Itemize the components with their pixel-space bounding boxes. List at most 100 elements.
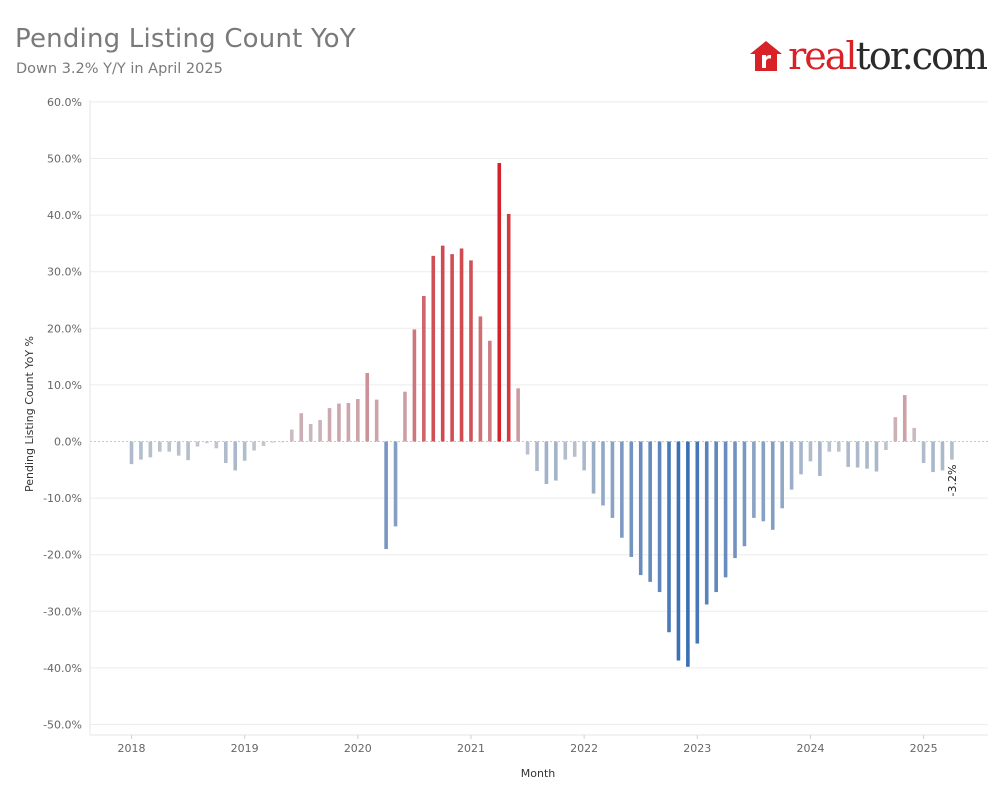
bar-2021-12[interactable]: [572, 441, 577, 457]
bar-2024-06[interactable]: [855, 441, 860, 468]
bar-2018-01[interactable]: [129, 441, 134, 465]
bar-2023-09[interactable]: [770, 441, 775, 530]
y-tick-label: 50.0%: [47, 153, 82, 166]
bar-2020-12[interactable]: [459, 248, 464, 442]
bar-2019-07[interactable]: [299, 413, 304, 442]
y-tick-label: 40.0%: [47, 209, 82, 222]
bar-2024-02[interactable]: [818, 441, 822, 477]
bar-2024-04[interactable]: [836, 441, 841, 452]
bar-2020-09[interactable]: [431, 255, 436, 442]
bar-2018-12[interactable]: [233, 441, 238, 471]
bar-2022-03[interactable]: [601, 441, 605, 506]
bar-2024-12[interactable]: [912, 427, 916, 442]
bar-2023-05[interactable]: [733, 441, 737, 559]
bar-2023-11[interactable]: [789, 441, 794, 490]
y-tick-label: 10.0%: [47, 379, 82, 392]
bar-2024-05[interactable]: [846, 441, 850, 467]
bar-2019-02[interactable]: [252, 441, 256, 451]
bar-2022-12[interactable]: [686, 441, 690, 667]
bar-2023-12[interactable]: [799, 441, 803, 475]
logo-main: real: [788, 34, 857, 78]
bar-2020-08[interactable]: [422, 296, 426, 442]
axes: 60.0% 50.0% 40.0% 30.0% 20.0% 10.0% 0.0% -10.0%…: [43, 96, 988, 755]
bar-2020-07[interactable]: [412, 329, 417, 442]
bar-2022-08[interactable]: [648, 441, 652, 582]
house-icon: [750, 41, 783, 71]
bar-2020-11[interactable]: [450, 254, 454, 442]
bar-2024-01[interactable]: [808, 441, 813, 462]
bars: [129, 163, 954, 667]
bar-2021-09[interactable]: [544, 441, 549, 484]
bar-2019-06[interactable]: [290, 429, 294, 442]
bar-2023-02[interactable]: [704, 441, 709, 605]
bar-2024-11[interactable]: [902, 395, 907, 442]
bar-2018-07[interactable]: [186, 441, 190, 461]
bar-2018-05[interactable]: [167, 441, 172, 452]
bar-2021-05[interactable]: [506, 213, 511, 442]
bar-2020-10[interactable]: [440, 245, 445, 442]
bar-2021-11[interactable]: [563, 441, 568, 460]
bar-2018-06[interactable]: [176, 441, 181, 456]
bar-2021-01[interactable]: [469, 260, 473, 442]
bar-2019-09[interactable]: [318, 419, 322, 442]
bar-2023-07[interactable]: [752, 441, 756, 518]
bar-2025-02[interactable]: [931, 441, 935, 473]
bar-2018-08[interactable]: [195, 441, 200, 447]
bar-2018-04[interactable]: [157, 441, 162, 452]
bar-2018-10[interactable]: [214, 441, 219, 449]
bar-2021-06[interactable]: [516, 388, 520, 442]
bar-2023-01[interactable]: [695, 441, 700, 644]
bar-2020-04[interactable]: [384, 441, 388, 550]
bar-2024-09[interactable]: [884, 441, 888, 450]
bar-2023-08[interactable]: [761, 441, 766, 522]
bar-2019-03[interactable]: [261, 441, 266, 447]
bar-2020-03[interactable]: [374, 399, 379, 442]
bar-2019-10[interactable]: [327, 408, 332, 442]
bar-2019-01[interactable]: [242, 441, 247, 461]
bar-2019-05[interactable]: [280, 441, 285, 443]
bar-2023-06[interactable]: [742, 441, 747, 547]
bar-2023-10[interactable]: [780, 441, 784, 509]
bar-2021-07[interactable]: [525, 441, 530, 455]
bar-2018-03[interactable]: [148, 441, 153, 458]
bar-2021-03[interactable]: [488, 340, 492, 442]
bar-2024-08[interactable]: [874, 441, 879, 472]
bar-2021-10[interactable]: [554, 441, 558, 481]
bar-2022-04[interactable]: [610, 441, 615, 518]
data-label: -3.2%: [946, 465, 959, 497]
bar-2021-08[interactable]: [535, 441, 539, 471]
bar-2025-01[interactable]: [921, 441, 926, 464]
bar-2022-11[interactable]: [676, 441, 681, 661]
bar-2022-05[interactable]: [620, 441, 624, 538]
bar-2025-03[interactable]: [940, 441, 945, 471]
bar-2023-04[interactable]: [723, 441, 728, 578]
bar-2023-03[interactable]: [714, 441, 718, 593]
bar-2020-06[interactable]: [403, 391, 407, 442]
x-tick-label: 2024: [796, 742, 824, 755]
bar-2024-10[interactable]: [893, 417, 898, 442]
bar-2021-02[interactable]: [478, 316, 483, 442]
bar-2022-01[interactable]: [582, 441, 586, 471]
x-tick-label: 2023: [683, 742, 711, 755]
bar-2022-06[interactable]: [629, 441, 634, 557]
bar-2020-05[interactable]: [393, 441, 398, 527]
bar-2021-04[interactable]: [497, 163, 502, 442]
bar-2020-01[interactable]: [356, 399, 360, 442]
bar-2019-04[interactable]: [271, 441, 275, 443]
grid-lines: [90, 101, 988, 725]
realtor-logo[interactable]: realtor.com: [749, 34, 988, 78]
bar-2022-09[interactable]: [657, 441, 662, 593]
bar-2019-12[interactable]: [346, 403, 351, 442]
bar-2022-07[interactable]: [638, 441, 643, 576]
bar-2018-09[interactable]: [205, 441, 209, 444]
bar-2020-02[interactable]: [365, 373, 370, 442]
bar-2019-08[interactable]: [308, 423, 313, 442]
bar-2025-04[interactable]: [950, 441, 954, 460]
bar-2022-02[interactable]: [591, 441, 596, 494]
bar-2019-11[interactable]: [337, 403, 341, 442]
bar-2024-03[interactable]: [827, 441, 832, 452]
bar-2024-07[interactable]: [865, 441, 869, 469]
bar-2022-10[interactable]: [667, 441, 671, 633]
bar-2018-11[interactable]: [224, 441, 228, 464]
bar-2018-02[interactable]: [139, 441, 143, 460]
